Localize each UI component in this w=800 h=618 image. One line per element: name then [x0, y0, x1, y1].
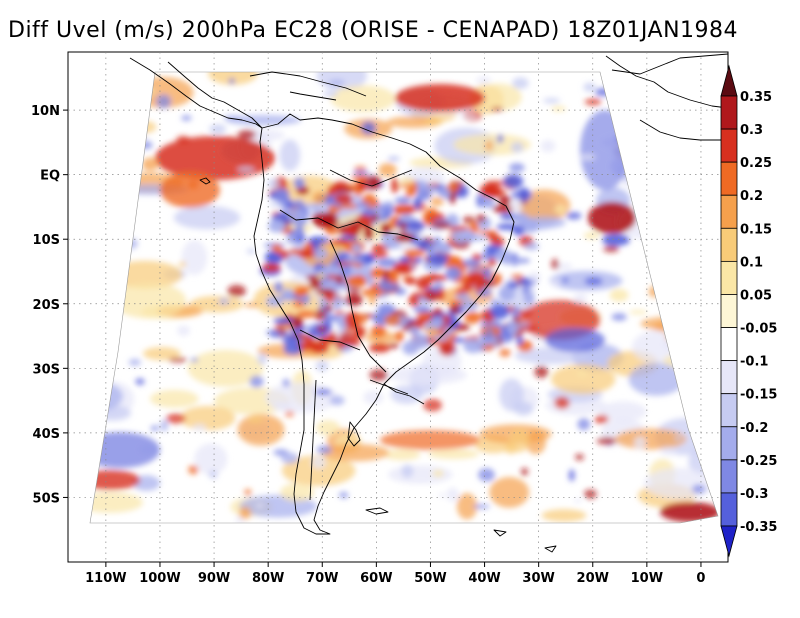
lat-tick-label: EQ [40, 169, 60, 184]
colorbar-box [720, 95, 738, 130]
colorbar-box [720, 227, 738, 262]
colorbar: 0.35 0.3 0.25 0.2 0.15 0.1 0.05 -0.05 -0.1 -0.15 -… [720, 64, 777, 558]
lon-tick-label: 20W [577, 571, 609, 586]
latitude-ticks: 10N EQ 10S 20S 30S 40S 50S [31, 104, 68, 506]
colorbar-box [720, 161, 738, 196]
colorbar-box [720, 260, 738, 295]
lon-tick-label: 110W [85, 571, 126, 586]
colorbar-label: 0.3 [740, 123, 763, 138]
lat-tick-label: 10S [33, 233, 60, 248]
colorbar-label: -0.05 [740, 322, 777, 337]
colorbar-box [720, 327, 738, 362]
lon-tick-label: 90W [198, 571, 230, 586]
lon-tick-label: 0 [696, 571, 705, 586]
lon-tick-label: 80W [252, 571, 284, 586]
lat-tick-label: 20S [33, 298, 60, 313]
lon-tick-label: 60W [360, 571, 392, 586]
colorbar-box [720, 194, 738, 229]
lat-tick-label: 50S [33, 491, 60, 506]
colorbar-box [720, 426, 738, 461]
map-title: Diff Uvel (m/s) 200hPa EC28 (ORISE - CEN… [8, 18, 739, 43]
colorbar-label: 0.15 [740, 222, 772, 237]
colorbar-box [720, 459, 738, 494]
longitude-ticks: 110W 100W 90W 80W 70W 60W 50W 40W 30W 20W 10W 0 [85, 562, 705, 586]
lon-tick-label: 30W [522, 571, 554, 586]
colorbar-label: 0.2 [740, 189, 763, 204]
colorbar-label: -0.3 [740, 487, 768, 502]
lon-tick-label: 100W [139, 571, 180, 586]
colorbar-label: -0.15 [740, 388, 777, 403]
colorbar-label: 0.1 [740, 255, 763, 270]
domain-boundary [89, 71, 719, 524]
colorbar-label: -0.2 [740, 421, 768, 436]
lon-tick-label: 40W [468, 571, 500, 586]
colorbar-extend-bottom [720, 525, 738, 558]
lat-tick-label: 40S [33, 427, 60, 442]
gridlines [68, 52, 728, 562]
lon-tick-label: 70W [306, 571, 338, 586]
lon-tick-label: 50W [414, 571, 446, 586]
colorbar-label: -0.35 [740, 520, 777, 535]
lon-tick-label: 10W [631, 571, 663, 586]
colorbar-box [720, 360, 738, 395]
field-layer [90, 72, 718, 523]
lat-tick-label: 10N [31, 104, 60, 119]
colorbar-label: -0.1 [740, 355, 768, 370]
colorbar-box [720, 393, 738, 428]
lat-tick-label: 30S [33, 362, 60, 377]
colorbar-label: -0.25 [740, 454, 777, 469]
colorbar-label: 0.35 [740, 90, 772, 105]
colorbar-label: 0.25 [740, 156, 772, 171]
colorbar-box [720, 492, 738, 527]
colorbar-label: 0.05 [740, 288, 772, 303]
colorbar-box [720, 294, 738, 328]
colorbar-box [720, 128, 738, 163]
coastlines [129, 53, 729, 553]
